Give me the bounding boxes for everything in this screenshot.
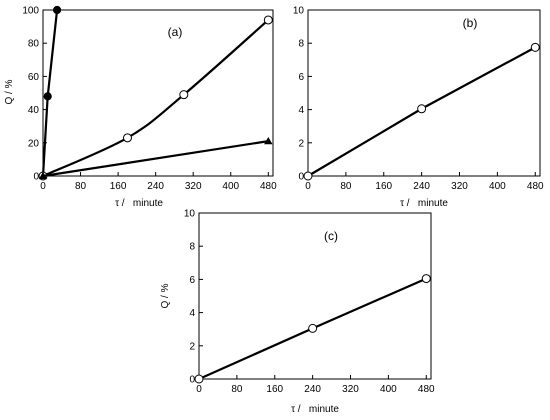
panel-b-series-1-point	[417, 104, 427, 114]
panel-b-series-1-point	[530, 42, 540, 52]
panel-b-series	[303, 42, 540, 181]
panel-a-label: (a)	[168, 25, 183, 39]
panel-a-y-tick-label: 80	[28, 39, 40, 50]
panel-c-label: (c)	[324, 229, 338, 243]
panel-c-series-1-point	[308, 323, 318, 333]
panel-b: (b) τ / minute 0 80 160 240 320 400 480 0 2 4 6 8 10	[293, 6, 544, 210]
panel-a-series-1-point	[43, 92, 52, 101]
panel-b-ticks: 0 80 160 240 320 400 480 0 2 4 6 8 10	[293, 6, 544, 193]
panel-a-y-tick-label: 60	[28, 72, 40, 83]
panel-b-x-tick-label: 480	[527, 181, 544, 192]
panel-a-y-tick-label: 40	[28, 105, 40, 116]
panel-b-x-tick-label: 80	[340, 181, 352, 192]
panel-a-x-tick-label: 0	[40, 181, 46, 192]
panel-c-x-tick-label: 240	[304, 384, 321, 395]
panel-c-y-tick-label: 2	[189, 341, 195, 352]
panel-a-y-tick-label: 100	[22, 6, 39, 17]
panel-a-series-1-point	[52, 5, 62, 15]
panel-c-y-tick-label: 6	[189, 275, 195, 286]
panel-c-y-axis-label: Q / %	[160, 283, 171, 308]
panel-c-series	[194, 274, 431, 384]
panel-a-series-3-point	[264, 136, 273, 145]
panel-c-x-tick-label: 480	[418, 384, 435, 395]
panel-a-frame	[42, 9, 274, 177]
panel-a-ticks: 0 80 160 240 320 400 480 0 20 40 60 80 100	[22, 6, 277, 193]
panel-a-x-tick-label: 160	[110, 181, 127, 192]
panel-c-frame	[198, 212, 432, 380]
panel-a-series-2-point	[179, 90, 189, 100]
panel-b-x-tick-label: 240	[413, 181, 430, 192]
panel-b-label: (b)	[463, 16, 478, 30]
panel-b-x-tick-label: 0	[305, 181, 311, 192]
panel-a-y-tick-label: 0	[33, 172, 39, 183]
panel-a: (a) τ / minute Q / % 0 80 160 240 320 400 4800…	[4, 6, 277, 210]
panel-a-x-tick-label: 480	[260, 181, 277, 192]
panel-a-series-2-point	[263, 15, 273, 25]
panel-a-x-tick-label: 400	[222, 181, 239, 192]
panel-c-x-tick-label: 400	[380, 384, 397, 395]
panel-a-x-tick-label: 320	[185, 181, 202, 192]
panel-b-x-axis-label: τ / minute	[400, 198, 448, 209]
panel-c-ticks: 0 80 160 240 320 400 480 0 2 4 6 8 10	[184, 209, 435, 396]
panel-c-y-tick-label: 0	[189, 375, 195, 386]
panel-a-series-3-point	[38, 171, 48, 180]
panel-b-x-tick-label: 160	[375, 181, 392, 192]
panel-c: (c) τ / minute Q / % 0 80 160 240 320 400 4800…	[160, 209, 435, 416]
panel-b-y-tick-label: 0	[298, 172, 304, 183]
panel-c-y-tick-label: 4	[189, 308, 195, 319]
panel-b-y-tick-label: 4	[298, 105, 304, 116]
panel-c-y-tick-label: 8	[189, 242, 195, 253]
panel-c-x-tick-label: 0	[196, 384, 202, 395]
panel-b-frame	[307, 9, 541, 177]
panel-c-x-tick-label: 80	[231, 384, 243, 395]
panel-c-x-axis-label: τ / minute	[291, 404, 339, 415]
panel-c-x-tick-label: 320	[342, 384, 359, 395]
panel-a-series-2-line	[42, 19, 270, 178]
panel-a-y-tick-label: 20	[28, 138, 40, 149]
panel-b-x-tick-label: 320	[451, 181, 468, 192]
panel-b-x-tick-label: 400	[489, 181, 506, 192]
panel-b-y-tick-label: 8	[298, 39, 304, 50]
panel-a-x-axis-label: τ / minute	[115, 198, 163, 209]
panel-a-series-3-line	[42, 140, 269, 178]
panel-b-series-1-point	[303, 171, 313, 181]
panel-b-y-tick-label: 10	[293, 6, 305, 17]
panel-a-x-tick-label: 240	[147, 181, 164, 192]
panel-c-x-tick-label: 160	[266, 384, 283, 395]
panel-a-x-tick-label: 80	[75, 181, 87, 192]
panel-c-series-1-point	[194, 374, 204, 384]
panel-a-series-2-point	[122, 133, 132, 143]
panel-a-y-axis-label: Q / %	[4, 79, 15, 104]
panel-a-series	[38, 5, 273, 181]
panel-b-y-tick-label: 2	[298, 138, 304, 149]
panel-c-y-tick-label: 10	[184, 209, 196, 220]
panel-b-y-tick-label: 6	[298, 72, 304, 83]
panel-c-series-1-point	[421, 274, 431, 284]
